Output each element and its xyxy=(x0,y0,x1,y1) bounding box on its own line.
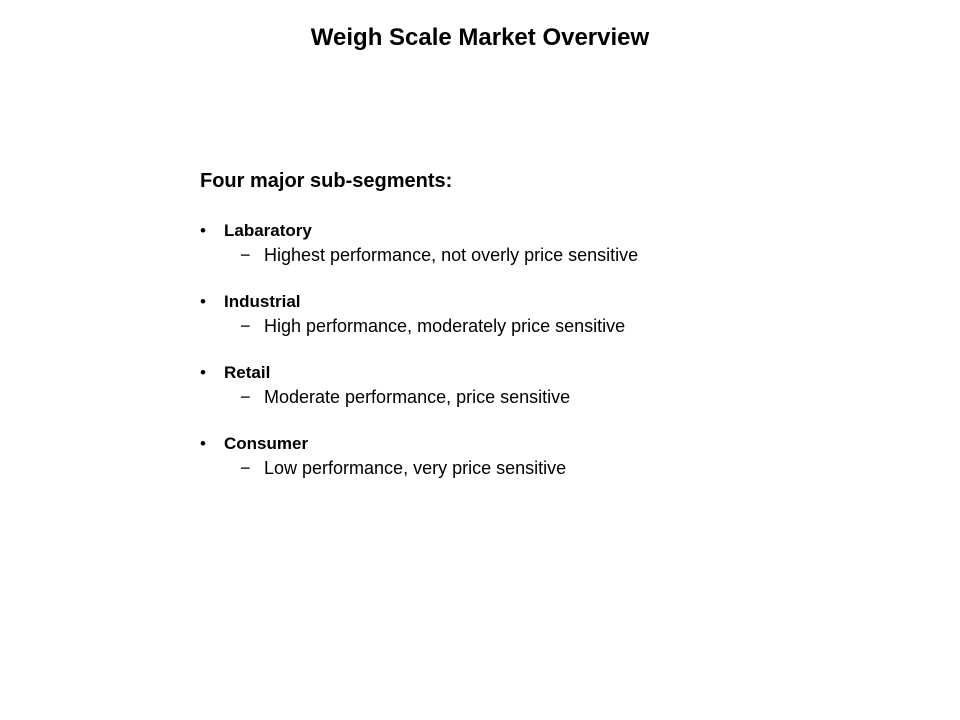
segment-sub: − High performance, moderately price sen… xyxy=(200,316,840,337)
segment-sub: − Moderate performance, price sensitive xyxy=(200,387,840,408)
subheading: Four major sub-segments: xyxy=(200,170,840,193)
segment-desc: Highest performance, not overly price se… xyxy=(264,245,638,266)
bullet-icon: • xyxy=(200,292,224,312)
segment-name: Retail xyxy=(224,363,270,383)
segment-item: • Labaratory − Highest performance, not … xyxy=(200,221,840,266)
slide-title: Weigh Scale Market Overview xyxy=(0,0,960,52)
segment-item: • Retail − Moderate performance, price s… xyxy=(200,363,840,408)
dash-icon: − xyxy=(240,387,264,408)
bullet-icon: • xyxy=(200,221,224,241)
segment-name: Labaratory xyxy=(224,221,312,241)
dash-icon: − xyxy=(240,245,264,266)
segment-item: • Industrial − High performance, moderat… xyxy=(200,292,840,337)
dash-icon: − xyxy=(240,458,264,479)
segment-name: Consumer xyxy=(224,434,308,454)
segment-desc: Low performance, very price sensitive xyxy=(264,458,566,479)
segment-header: • Industrial xyxy=(200,292,840,312)
segment-name: Industrial xyxy=(224,292,301,312)
segment-sub: − Highest performance, not overly price … xyxy=(200,245,840,266)
bullet-icon: • xyxy=(200,363,224,383)
bullet-icon: • xyxy=(200,434,224,454)
segment-item: • Consumer − Low performance, very price… xyxy=(200,434,840,479)
segment-desc: High performance, moderately price sensi… xyxy=(264,316,625,337)
segment-sub: − Low performance, very price sensitive xyxy=(200,458,840,479)
segment-desc: Moderate performance, price sensitive xyxy=(264,387,570,408)
segment-header: • Retail xyxy=(200,363,840,383)
content-area: Four major sub-segments: • Labaratory − … xyxy=(200,170,840,505)
segment-header: • Consumer xyxy=(200,434,840,454)
segment-header: • Labaratory xyxy=(200,221,840,241)
dash-icon: − xyxy=(240,316,264,337)
